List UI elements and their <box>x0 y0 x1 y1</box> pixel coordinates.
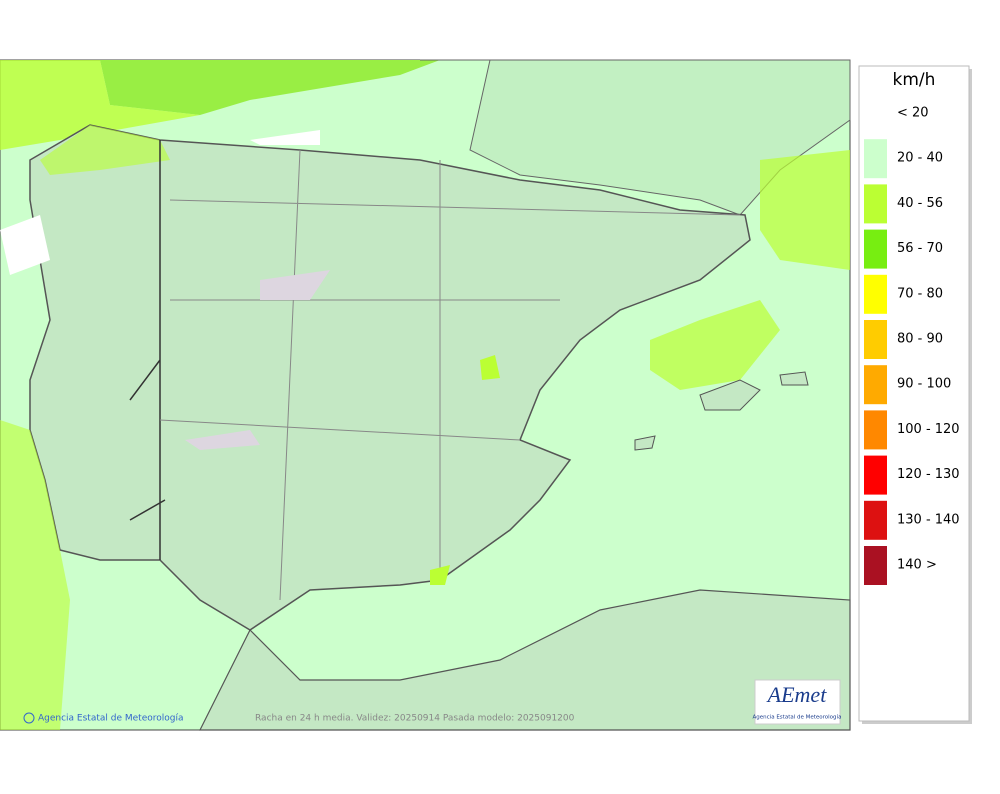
legend-title: km/h <box>893 70 936 90</box>
legend: km/h < 20 20 - 40 40 - 56 56 - 70 70 - 80 80 … <box>858 65 972 724</box>
iberia <box>29 124 751 631</box>
legend-swatch <box>864 274 887 314</box>
legend-label: 20 - 40 <box>897 151 943 166</box>
legend-label: 140 > <box>897 558 937 573</box>
land <box>420 59 851 216</box>
legend-swatch <box>864 139 887 179</box>
logo: AEmet Agencia Estatal de Meteorología <box>753 679 842 725</box>
legend-label: 56 - 70 <box>897 241 943 256</box>
legend-swatch <box>864 184 887 224</box>
wind-patch <box>760 150 850 270</box>
legend-swatch <box>864 229 887 269</box>
wind-patch <box>0 420 70 730</box>
legend-swatch <box>864 365 887 405</box>
low-patch <box>185 430 260 450</box>
legend-label: 120 - 130 <box>897 467 960 482</box>
credit: Agencia Estatal de Meteorología <box>38 714 184 724</box>
legend-label: < 20 <box>897 106 929 121</box>
no-data <box>250 130 320 145</box>
wind-patch <box>40 125 170 175</box>
no-data <box>0 215 50 275</box>
legend-swatch <box>864 320 887 359</box>
wind-patch <box>430 565 450 585</box>
legend-swatch <box>864 410 887 450</box>
legend-swatch <box>864 455 887 495</box>
region-lines <box>159 149 741 601</box>
africa <box>199 589 851 731</box>
map <box>0 59 851 731</box>
wind-patch <box>100 60 440 115</box>
border <box>129 140 166 560</box>
logo-mark: AEmet <box>766 682 828 707</box>
island <box>779 371 809 386</box>
wind-patch <box>480 355 500 380</box>
legend-label: 100 - 120 <box>897 422 960 437</box>
wind-patch <box>650 300 780 390</box>
legend-label: 130 - 140 <box>897 512 960 527</box>
legend-label: 90 - 100 <box>897 377 951 392</box>
legend-label: 70 - 80 <box>897 286 943 301</box>
logo-text: Agencia Estatal de Meteorología <box>753 714 842 721</box>
logo-box <box>754 679 841 725</box>
legend-label: 40 - 56 <box>897 196 943 211</box>
caption: Racha en 24 h media. Validez: 20250914 P… <box>255 714 575 724</box>
copyright-icon <box>23 712 35 724</box>
wind-patch <box>0 60 200 150</box>
legend-swatch <box>864 500 887 540</box>
legend-swatch <box>864 546 887 585</box>
island <box>634 435 656 451</box>
legend-label: 80 - 90 <box>897 332 943 347</box>
footer: Agencia Estatal de Meteorología Racha en… <box>23 712 575 724</box>
low-patch <box>260 270 330 300</box>
island <box>699 379 761 411</box>
